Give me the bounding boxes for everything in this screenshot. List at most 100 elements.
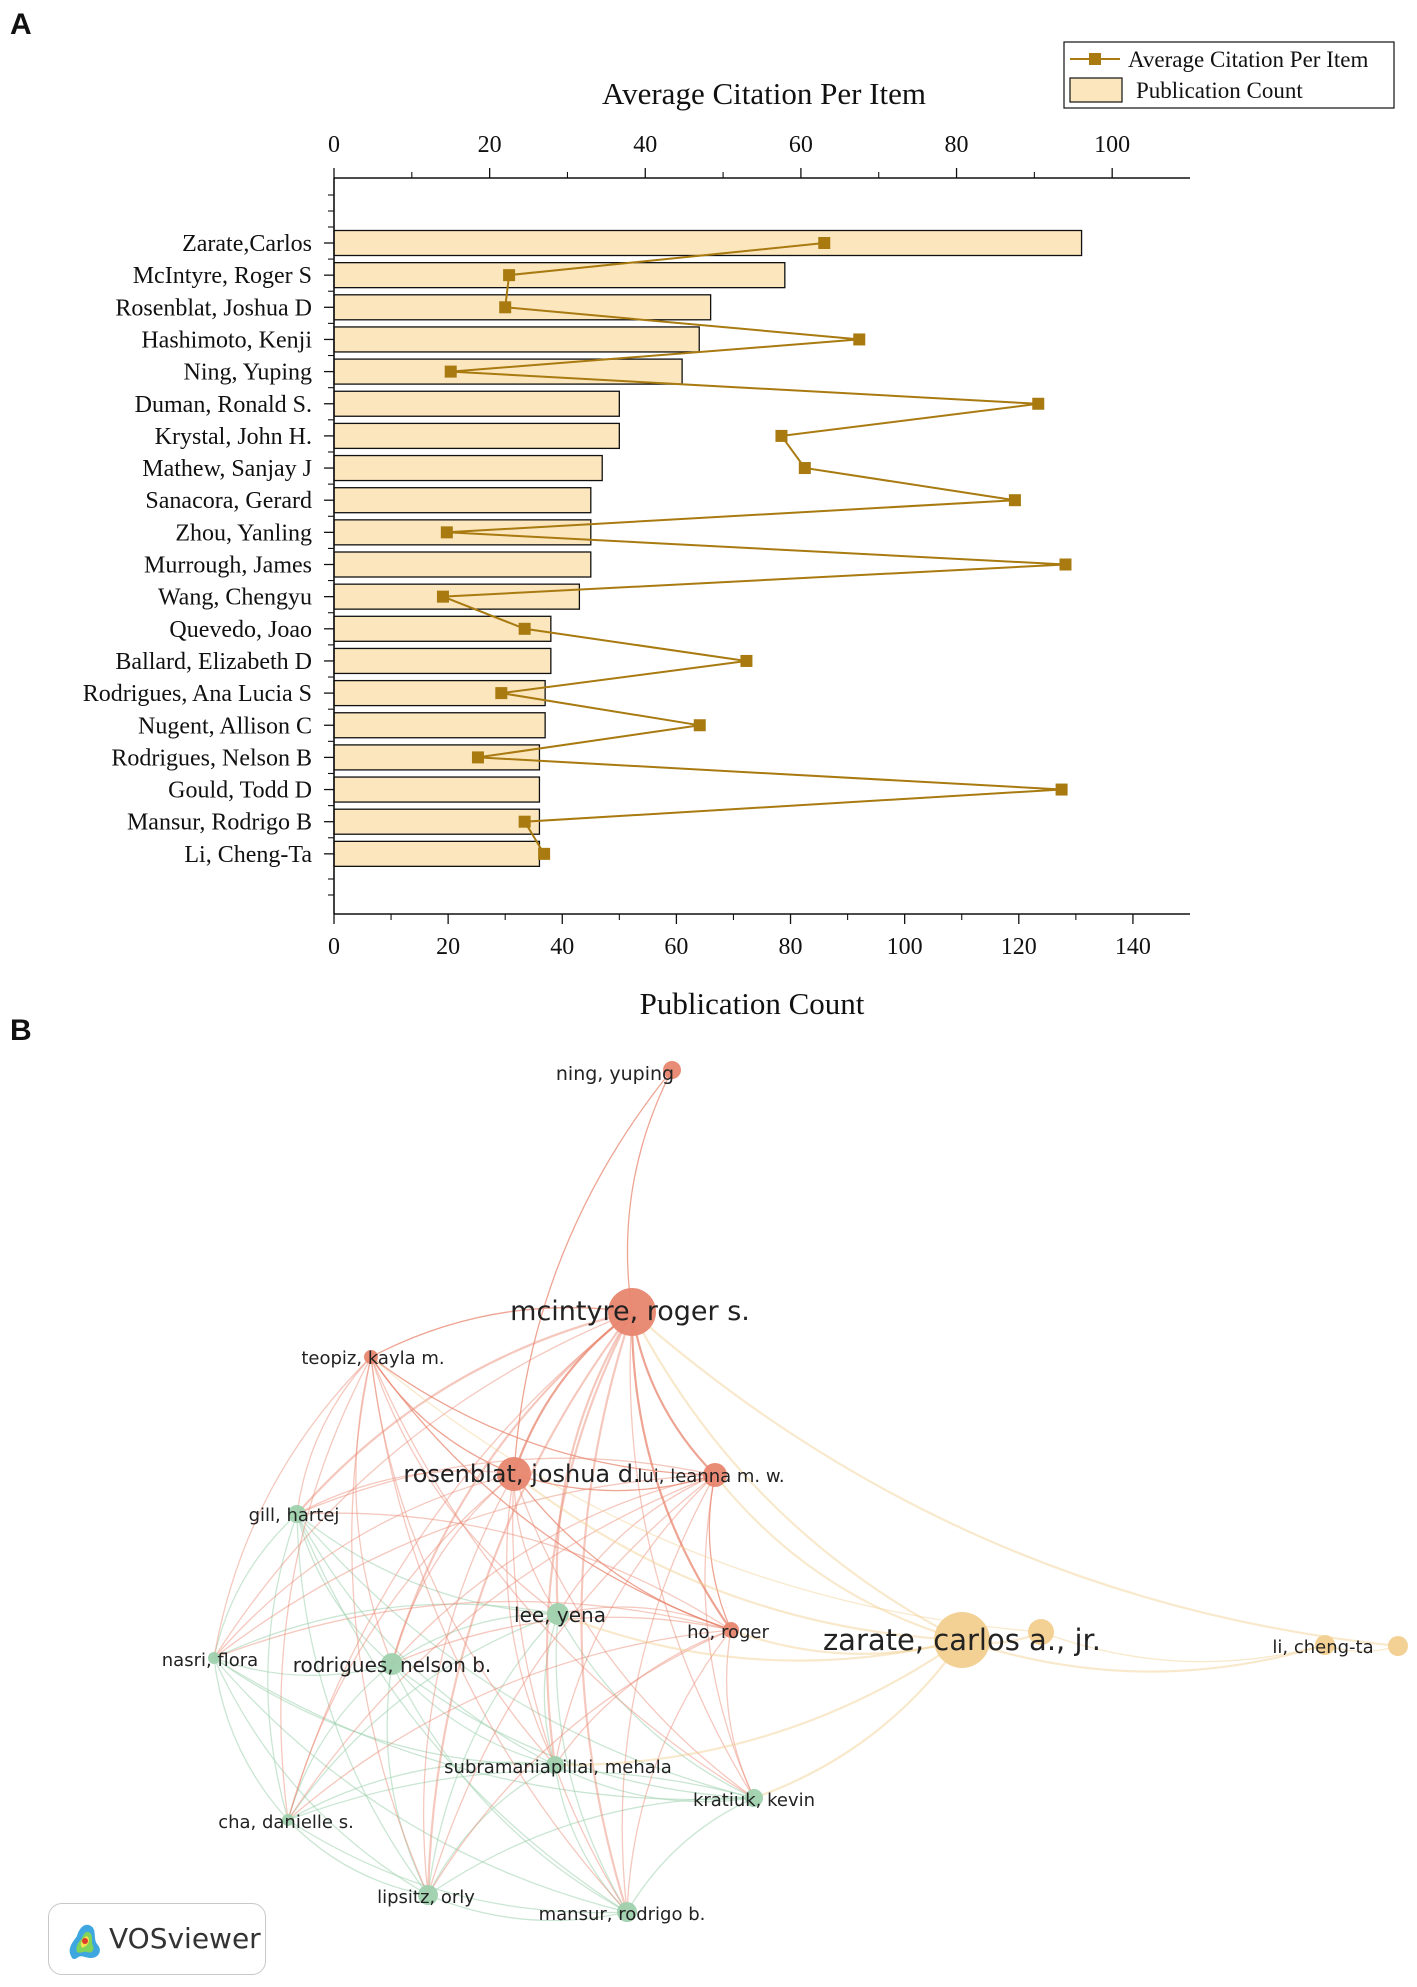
edge-lui-zarate: [714, 1474, 963, 1642]
edge-cha-lipsitz: [287, 1819, 429, 1896]
edge-subramaniapillai-lipsitz: [427, 1764, 556, 1896]
bottom-tick-label-2: 40: [550, 934, 574, 960]
edge-ning-mcintyre: [626, 1069, 673, 1313]
edge-lee-kratiuk: [557, 1613, 755, 1799]
edge-mcintyre-mansur: [580, 1311, 634, 1913]
edge-kratiuk-lipsitz: [427, 1797, 755, 1896]
edge-lui-subramaniapillai: [554, 1474, 716, 1766]
edge-nasri-lipsitz: [213, 1657, 429, 1896]
bar-0: [333, 229, 1083, 257]
vosviewer-logo-text: VOSviewer: [109, 1922, 261, 1955]
edge-subramaniapillai-kratiuk: [554, 1764, 755, 1803]
edge-lee-mansur: [555, 1613, 628, 1913]
bar-7: [333, 454, 603, 482]
bar-3: [333, 326, 700, 353]
citation-marker-16: [471, 751, 484, 764]
network-labels: ning, yuping mcintyre, roger s. teopiz, ka…: [162, 1063, 1374, 1925]
edge-cha-mansur: [287, 1819, 628, 1914]
bottom-tick-label-3: 60: [664, 934, 688, 960]
node-li2: [1388, 1636, 1408, 1656]
author-label-14: Rodrigues, Ana Lucia S: [83, 681, 312, 707]
edge-lui-rodrigues: [391, 1474, 716, 1665]
edge-rodrigues-lipsitz: [386, 1663, 429, 1896]
edge-mcintyre-zarate: [631, 1311, 963, 1641]
edge-rodrigues-cha: [287, 1663, 393, 1821]
edge-rosenblat-cha: [287, 1473, 515, 1821]
node-label-lui: lui, leanna m. w.: [637, 1466, 784, 1487]
legend-marker-symbol: [1089, 53, 1101, 65]
edge-ho-zarate: [730, 1628, 963, 1655]
edge-gill-cha: [267, 1513, 298, 1821]
edge-lui-kratiuk: [704, 1474, 755, 1799]
edge-rodrigues-subramaniapillai: [391, 1663, 556, 1766]
edge-mcintyre-subramaniapillai: [545, 1311, 633, 1766]
citation-marker-15: [693, 719, 706, 732]
bar-14: [333, 679, 546, 707]
edge-rosenblat-nasri: [213, 1473, 515, 1659]
edge-lui-ho: [708, 1474, 732, 1631]
edge-mcintyre-kratiuk: [629, 1311, 755, 1799]
edge-lui-lipsitz: [427, 1474, 716, 1896]
node-label-subramaniapillai: subramaniapillai, mehala: [444, 1757, 672, 1778]
edge-nasri-subramaniapillai: [213, 1657, 556, 1766]
edge-teopiz-zarate2: [370, 1356, 1042, 1633]
node-label-zarate: zarate, carlos a., jr.: [823, 1623, 1101, 1657]
edge-mcintyre-rodrigues: [390, 1311, 633, 1665]
bottom-axis-title: Publication Count: [640, 986, 865, 1021]
edge-rosenblat-mansur: [512, 1473, 628, 1913]
edge-ho-lipsitz: [427, 1629, 732, 1896]
citation-marker-13: [740, 654, 753, 667]
node-rosenblat: [497, 1457, 531, 1491]
node-label-teopiz: teopiz, kayla m.: [301, 1348, 444, 1369]
bar-16: [333, 744, 541, 771]
edge-mcintyre-gill: [296, 1310, 633, 1515]
edge-gill-mansur: [296, 1513, 628, 1913]
author-label-12: Quevedo, Joao: [169, 617, 312, 643]
edge-mcintyre-lipsitz: [426, 1311, 633, 1896]
edge-ho-mansur: [626, 1629, 732, 1913]
edge-teopiz-rodrigues: [355, 1356, 393, 1665]
author-label-11: Wang, Chengyu: [158, 585, 312, 611]
edge-subramaniapillai-mansur: [554, 1764, 628, 1913]
node-label-cha: cha, danielle s.: [218, 1812, 354, 1833]
edge-gill-lipsitz: [296, 1513, 429, 1896]
author-label-2: Rosenblat, Joshua D: [115, 295, 312, 321]
edge-subramaniapillai-cha: [287, 1761, 556, 1821]
bottom-tick-label-6: 120: [1001, 934, 1037, 960]
top-tick-label-5: 100: [1094, 132, 1130, 158]
panel-b-label: B: [10, 1014, 32, 1047]
author-label-4: Ning, Yuping: [184, 360, 312, 386]
edge-teopiz-subramaniapillai: [370, 1356, 556, 1766]
top-tick-label-0: 0: [328, 132, 340, 158]
author-label-18: Mansur, Rodrigo B: [127, 810, 312, 836]
node-label-kratiuk: kratiuk, kevin: [693, 1790, 815, 1811]
edge-ho-subramaniapillai: [554, 1629, 732, 1766]
node-label-mansur: mansur, rodrigo b.: [539, 1904, 706, 1925]
edge-mcintyre-teopiz: [370, 1306, 633, 1358]
edge-zarate-li: [961, 1638, 1326, 1673]
edge-kratiuk-zarate: [753, 1639, 963, 1800]
vosviewer-logo: VOSviewer: [48, 1903, 266, 1975]
node-nasri: [208, 1652, 220, 1664]
node-label-ning: ning, yuping: [556, 1063, 674, 1085]
edge-teopiz-kratiuk: [370, 1356, 755, 1799]
bar-10: [333, 551, 592, 578]
citation-marker-11: [436, 590, 449, 603]
citation-marker-10: [1059, 558, 1072, 571]
panel-a-label: A: [10, 8, 32, 41]
citation-marker-2: [499, 301, 512, 314]
edge-teopiz-mansur: [370, 1356, 628, 1913]
edge-rosenblat-lui: [513, 1473, 716, 1492]
author-label-16: Rodrigues, Nelson B: [111, 745, 312, 771]
node-li: [1315, 1635, 1335, 1655]
author-labels: Zarate,Carlos McIntyre, Roger S Rosenblat,…: [83, 231, 313, 868]
node-lee: [547, 1603, 569, 1625]
edge-rosenblat-lee: [513, 1473, 559, 1615]
top-tick-label-2: 40: [633, 132, 657, 158]
top-tick-label-1: 20: [478, 132, 502, 158]
axes-layer: 0 20 40 60 80 100 120 140 0 20 40 60 80 100: [324, 132, 1190, 960]
author-label-7: Mathew, Sanjay J: [142, 456, 312, 482]
vosviewer-logo-icon: [69, 1924, 100, 1960]
node-kratiuk: [745, 1789, 763, 1807]
